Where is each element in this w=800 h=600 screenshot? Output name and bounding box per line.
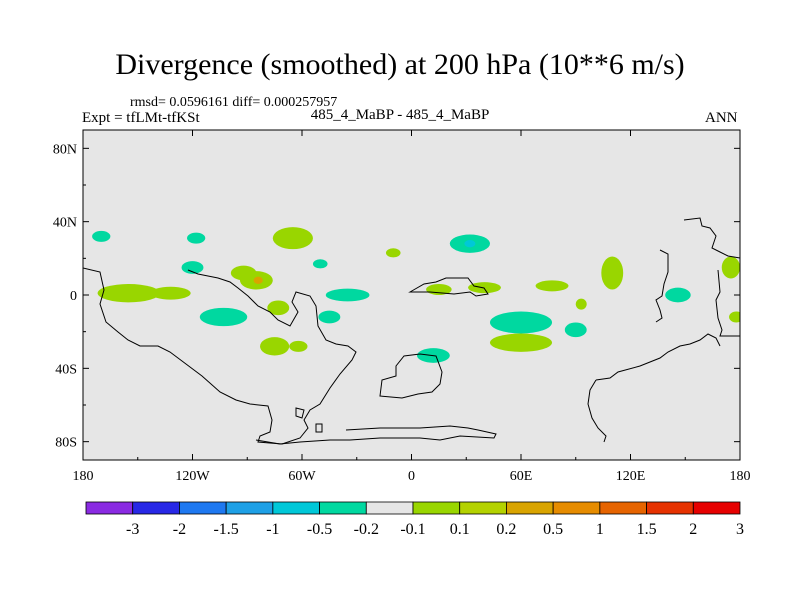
colorbar-label-7: 0.1 (450, 521, 470, 538)
colorbar-swatch-10 (552, 501, 601, 515)
colorbar-label-4: -0.5 (307, 521, 332, 538)
colorbar-swatch-8 (459, 501, 507, 515)
anomaly-20 (468, 282, 501, 294)
anomaly-26 (575, 298, 587, 310)
anomaly-18 (464, 240, 476, 248)
coastline-australia (587, 333, 721, 443)
colorbar-label-6: -0.1 (400, 521, 425, 538)
anomaly-23 (489, 333, 553, 352)
colorbar-label-2: -1.5 (213, 521, 238, 538)
x-tick-label-6: 180 (730, 469, 751, 484)
anomaly-2 (150, 286, 191, 300)
anomaly-29 (721, 256, 740, 279)
colorbar-swatch-13 (692, 501, 741, 515)
colorbar-swatch-12 (646, 501, 694, 515)
colorbar-swatch-7 (412, 501, 461, 515)
experiment-label: Expt = tfLMt-tfKSt (82, 110, 200, 126)
colorbar-label-12: 2 (689, 521, 697, 538)
anomaly-1 (97, 284, 160, 303)
x-tick-label-2: 60W (288, 469, 316, 484)
anomaly-16 (385, 248, 401, 258)
colorbar-swatch-9 (506, 501, 554, 515)
colorbar-label-0: -3 (126, 521, 139, 538)
anomaly-layer (92, 227, 740, 363)
y-tick-label-3: 40S (55, 362, 77, 377)
anomaly-10 (272, 227, 313, 250)
x-tick-label-0: 180 (73, 469, 94, 484)
x-axis: 180 120W 60W 0 60E 120E 180 (73, 130, 751, 484)
anomaly-28 (665, 287, 691, 303)
anomaly-27 (601, 256, 624, 290)
anomaly-30 (729, 311, 740, 323)
coastline-layer (83, 217, 740, 445)
colorbar: -3 -2 -1.5 -1 -0.5 -0.2 -0.1 0.1 0.2 0.5 1 1.5 2 3 (85, 501, 744, 538)
map-background (83, 130, 740, 460)
y-axis: 80N 40N 0 40S 80S (53, 142, 740, 451)
colorbar-label-3: -1 (266, 521, 279, 538)
y-tick-label-0: 80N (53, 142, 77, 157)
anomaly-14 (325, 288, 370, 302)
x-tick-label-1: 120W (175, 469, 210, 484)
x-tick-label-5: 120E (616, 469, 646, 484)
stats-text: rmsd= 0.0596161 diff= 0.000257957 (130, 95, 338, 110)
anomaly-4 (187, 232, 206, 244)
season-label: ANN (705, 110, 738, 126)
anomaly-9 (267, 300, 290, 316)
colorbar-swatch-0 (85, 501, 134, 515)
case-label: 485_4_MaBP - 485_4_MaBP (310, 107, 490, 123)
anomaly-15 (318, 310, 341, 324)
coastline-americas (83, 267, 357, 445)
x-tick-label-3: 0 (408, 469, 415, 484)
y-tick-label-4: 80S (55, 436, 77, 451)
chart-title: Divergence (smoothed) at 200 hPa (10**6 … (115, 48, 685, 81)
colorbar-swatch-5 (319, 501, 367, 515)
coastline-africa (379, 277, 489, 399)
colorbar-swatch-4 (272, 501, 320, 515)
x-tick-label-4: 60E (510, 469, 533, 484)
anomaly-3 (181, 261, 204, 274)
colorbar-label-1: -2 (173, 521, 186, 538)
anomaly-8 (199, 307, 248, 327)
colorbar-swatch-11 (599, 501, 647, 515)
anomaly-21 (535, 280, 569, 292)
colorbar-label-10: 1 (596, 521, 604, 538)
y-tick-label-1: 40N (53, 216, 77, 231)
colorbar-label-11: 1.5 (637, 521, 657, 538)
anomaly-7 (253, 276, 263, 285)
anomaly-13 (312, 259, 328, 269)
colorbar-label-5: -0.2 (354, 521, 379, 538)
colorbar-swatch-3 (225, 501, 274, 515)
anomaly-12 (289, 340, 308, 352)
colorbar-label-9: 0.5 (543, 521, 563, 538)
anomaly-0 (92, 230, 111, 242)
anomaly-22 (489, 311, 553, 334)
anomaly-11 (260, 337, 290, 356)
anomaly-25 (564, 322, 587, 338)
colorbar-label-13: 3 (736, 521, 744, 538)
colorbar-swatch-1 (132, 501, 180, 515)
coastline-asia (655, 217, 740, 337)
colorbar-swatch-6 (365, 501, 414, 515)
y-tick-label-2: 0 (70, 289, 77, 304)
coastline-antarctica (255, 407, 497, 445)
colorbar-swatch-2 (179, 501, 227, 515)
colorbar-label-8: 0.2 (496, 521, 516, 538)
